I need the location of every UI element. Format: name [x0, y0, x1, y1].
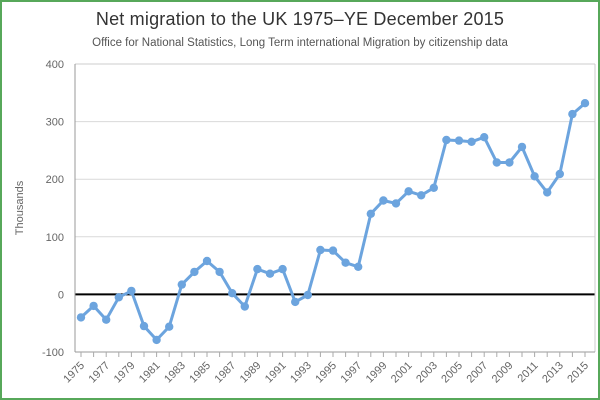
x-axis-label-1993: 1993: [288, 360, 314, 386]
data-point-1996[interactable]: [341, 258, 350, 267]
y-axis-label-400: 400: [46, 59, 64, 71]
x-axis-label-1987: 1987: [213, 360, 239, 386]
data-point-1975[interactable]: [76, 313, 86, 322]
y-axis-label-300: 300: [46, 117, 64, 129]
data-point-2011[interactable]: [530, 172, 539, 181]
data-point-1983[interactable]: [177, 280, 186, 289]
x-axis-label-1989: 1989: [238, 360, 264, 386]
data-point-1989[interactable]: [253, 264, 262, 274]
y-axis-title: Thousands: [14, 180, 26, 235]
y-axis-label-200: 200: [46, 174, 64, 186]
x-axis-label-1999: 1999: [364, 360, 390, 386]
data-point-1992[interactable]: [291, 297, 300, 307]
x-axis-label-2011: 2011: [516, 360, 541, 385]
data-point-2009[interactable]: [505, 158, 514, 167]
data-point-1982[interactable]: [165, 322, 174, 331]
data-point-2005[interactable]: [454, 136, 464, 145]
series-line: [79, 101, 587, 342]
data-point-1979[interactable]: [127, 286, 136, 296]
x-axis-label-2003: 2003: [414, 360, 440, 386]
data-point-1978[interactable]: [114, 293, 124, 302]
data-point-1991[interactable]: [278, 264, 287, 274]
x-axis-label-2013: 2013: [540, 360, 566, 386]
x-axis-label-2007: 2007: [465, 360, 491, 386]
data-point-2000[interactable]: [391, 199, 401, 208]
data-point-2002[interactable]: [417, 191, 426, 200]
data-point-1984[interactable]: [190, 267, 199, 277]
x-axis-label-1991: 1991: [263, 360, 289, 386]
data-point-2006[interactable]: [467, 137, 476, 146]
data-point-2007[interactable]: [480, 133, 489, 142]
data-point-2008[interactable]: [492, 158, 501, 167]
data-point-1976[interactable]: [89, 301, 98, 311]
x-axis-label-1981: 1981: [137, 360, 163, 386]
y-axis-label-0: 0: [58, 289, 64, 301]
data-point-1977[interactable]: [102, 315, 111, 324]
x-axis-label-1975: 1975: [61, 360, 87, 386]
x-axis-label-2009: 2009: [490, 360, 516, 386]
x-axis-label-2005: 2005: [439, 360, 465, 386]
data-point-1990[interactable]: [265, 269, 275, 278]
x-axis-label-2015: 2015: [565, 360, 591, 386]
data-point-1985[interactable]: [202, 256, 212, 266]
x-axis-label-1985: 1985: [187, 360, 213, 386]
data-point-1994[interactable]: [316, 245, 325, 255]
data-point-1997[interactable]: [354, 262, 363, 271]
x-axis-label-1997: 1997: [339, 360, 365, 386]
chart-title: Net migration to the UK 1975–YE December…: [95, 9, 505, 29]
data-point-2004[interactable]: [442, 135, 451, 145]
data-point-1995[interactable]: [328, 246, 338, 255]
data-point-1986[interactable]: [215, 267, 224, 277]
data-point-1988[interactable]: [240, 302, 249, 311]
data-point-2012[interactable]: [543, 188, 552, 197]
y-axis-label--100: -100: [42, 347, 64, 359]
grid-layer: [75, 121, 595, 296]
data-point-2001[interactable]: [404, 187, 413, 196]
data-point-1999[interactable]: [379, 196, 388, 205]
data-point-2013[interactable]: [555, 169, 564, 179]
x-axis-label-1995: 1995: [313, 360, 339, 386]
data-point-2010[interactable]: [517, 142, 527, 152]
data-point-2015[interactable]: [580, 99, 590, 108]
data-point-1980[interactable]: [139, 321, 149, 331]
data-point-1993[interactable]: [303, 290, 312, 300]
data-point-1987[interactable]: [228, 289, 237, 298]
x-axis-label-2001: 2001: [389, 360, 415, 386]
y-axis-label-100: 100: [46, 232, 64, 244]
chart-subtitle: Office for National Statistics, Long Ter…: [92, 37, 508, 49]
data-point-1981[interactable]: [152, 335, 161, 345]
x-axis-label-1983: 1983: [162, 360, 188, 386]
x-axis-label-1977: 1977: [87, 360, 113, 386]
x-axis-label-1979: 1979: [112, 360, 138, 386]
data-point-1998[interactable]: [366, 209, 375, 218]
series-layer: [76, 99, 590, 345]
data-point-2014[interactable]: [568, 109, 577, 119]
data-point-2003[interactable]: [429, 183, 438, 192]
